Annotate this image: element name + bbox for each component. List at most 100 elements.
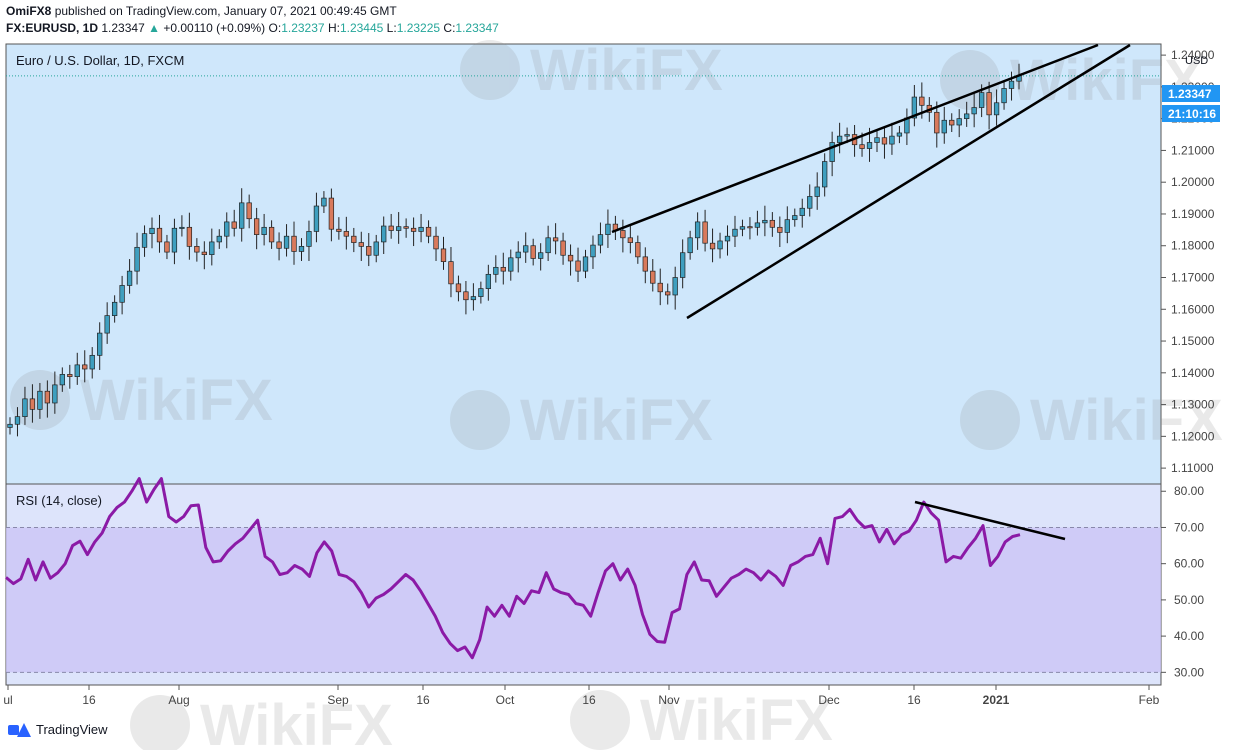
candle <box>268 220 275 249</box>
candle <box>276 232 282 261</box>
candle-down-body <box>194 246 200 253</box>
candle <box>141 225 148 257</box>
candle-up-body <box>179 226 185 229</box>
candle-down-body <box>575 260 581 272</box>
candle-down-body <box>881 137 888 145</box>
candle-up-body <box>485 273 491 289</box>
candle <box>829 131 835 177</box>
candle <box>29 384 36 423</box>
candle <box>799 198 805 228</box>
candles <box>7 63 1022 437</box>
last-price: 1.23347 <box>101 21 145 35</box>
symbol-label[interactable]: FX:EURUSD, 1D <box>6 21 99 35</box>
candle <box>186 212 193 260</box>
candle-down-body <box>343 231 349 237</box>
watermark-text: WikiFX <box>1030 388 1223 453</box>
candle-down-body <box>530 245 536 259</box>
candle-down-body <box>642 256 648 272</box>
candle-down-body <box>358 242 364 247</box>
candle <box>575 247 581 282</box>
candle-up-body <box>822 161 828 188</box>
price-tick-label: 1.12000 <box>1171 429 1215 443</box>
time-tick-label: Aug <box>168 693 189 707</box>
watermark-logo-icon <box>460 40 520 100</box>
candle-down-body <box>246 202 252 220</box>
time-tick-label: Oct <box>496 693 515 707</box>
candle <box>627 224 633 254</box>
candle <box>822 153 828 197</box>
last-price-badge-text: 1.23347 <box>1168 87 1212 101</box>
rsi-pane-title: RSI (14, close) <box>16 493 102 508</box>
watermark-text: WikiFX <box>200 693 393 750</box>
candle-up-body <box>209 241 215 255</box>
candle-up-body <box>119 285 125 303</box>
rsi-tick-label: 40.00 <box>1174 629 1204 643</box>
candle <box>560 232 566 265</box>
candle-down-body <box>403 226 409 229</box>
low-label: L: <box>386 21 397 35</box>
candle <box>381 216 387 254</box>
price-unit-label: USD <box>1185 55 1208 67</box>
time-tick-label: 16 <box>416 693 430 707</box>
candle-up-body <box>321 197 327 207</box>
candle-up-body <box>717 240 723 250</box>
candle-down-body <box>702 221 708 244</box>
candle <box>44 380 51 418</box>
candle <box>552 223 559 255</box>
candle <box>403 218 409 238</box>
candle-down-body <box>351 235 357 243</box>
candle-down-body <box>433 235 439 250</box>
price-change: +0.00110 (+0.09%) <box>163 21 266 35</box>
candle <box>418 213 424 243</box>
candle-down-body <box>769 219 776 228</box>
price-tick-label: 1.16000 <box>1171 302 1215 316</box>
price-tick-label: 1.19000 <box>1171 207 1215 221</box>
candle-up-body <box>814 186 820 197</box>
candle <box>964 101 970 127</box>
candle <box>582 249 589 279</box>
candle-down-body <box>986 92 992 116</box>
candle <box>156 214 163 253</box>
publisher-name[interactable]: OmiFX8 <box>6 4 52 18</box>
candle-down-body <box>44 390 51 404</box>
candle-up-body <box>134 246 140 272</box>
candle <box>777 216 783 248</box>
candle-up-body <box>396 226 402 231</box>
candle-up-body <box>171 227 178 253</box>
candle <box>590 235 596 269</box>
candle-down-body <box>156 227 163 243</box>
candle <box>291 221 297 265</box>
last-price-badge: 1.23347 <box>1162 85 1220 102</box>
brand-name[interactable]: TradingView <box>36 722 108 737</box>
time-tick-label: ul <box>3 693 12 707</box>
candle-up-body <box>22 398 28 417</box>
candle-up-body <box>545 237 551 254</box>
candle-up-body <box>523 245 529 253</box>
candle-up-body <box>508 257 514 272</box>
candle-up-body <box>126 270 133 286</box>
candle-up-body <box>694 221 701 239</box>
candle-up-body <box>298 246 305 252</box>
watermark-text: WikiFX <box>640 688 833 750</box>
watermark-logo-icon <box>940 50 1000 110</box>
candle <box>493 255 499 283</box>
time-tick-label: 2021 <box>983 693 1010 707</box>
candle <box>911 84 918 127</box>
candle-down-body <box>919 96 925 106</box>
candle <box>538 243 544 271</box>
time-axis: ul 16 Aug Sep 16 Oct 16 Nov Dec 16 2021 Feb <box>3 685 1160 707</box>
candle <box>239 188 245 242</box>
candle-down-body <box>186 226 193 247</box>
candle <box>709 228 716 263</box>
rsi-axis: 80.00 70.00 60.00 50.00 40.00 30.00 <box>1161 484 1204 679</box>
watermark-text: WikiFX <box>530 38 723 103</box>
candle-up-body <box>762 219 768 224</box>
candle <box>52 371 58 414</box>
candle-up-body <box>836 135 843 143</box>
candle <box>680 239 686 289</box>
candle <box>508 249 514 281</box>
candle <box>784 206 790 244</box>
candle-down-body <box>650 270 656 284</box>
